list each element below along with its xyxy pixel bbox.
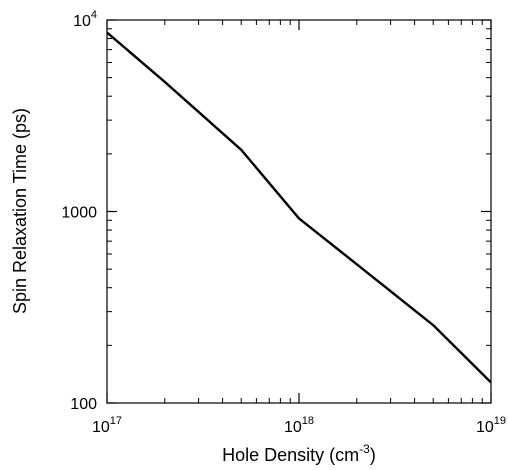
x-tick-label-base: 10 — [284, 419, 302, 436]
plot-frame — [106, 19, 492, 404]
x-axis-label-tail: ) — [370, 445, 376, 465]
y-tick-label-base: 10 — [73, 13, 91, 30]
x-tick-label-exponent: 19 — [494, 415, 506, 427]
y-tick-label-base: 100 — [70, 396, 97, 413]
x-axis-label-text: Hole Density (cm — [222, 445, 359, 465]
y-tick-label-exponent: 4 — [91, 9, 97, 21]
y-tick-label: 104 — [73, 9, 97, 30]
y-tick-label: 1000 — [61, 205, 97, 222]
x-tick-label-base: 10 — [92, 419, 110, 436]
x-tick-label-base: 10 — [476, 419, 494, 436]
x-tick-label: 1017 — [92, 415, 122, 436]
x-tick-label: 1019 — [476, 415, 506, 436]
x-axis-label-superscript: -3 — [359, 442, 370, 456]
x-axis-label: Hole Density (cm-3) — [222, 442, 376, 465]
x-tick-label-exponent: 18 — [302, 415, 314, 427]
y-tick-label: 100 — [70, 396, 97, 413]
y-axis-label: Spin Relaxation Time (ps) — [10, 108, 30, 314]
x-tick-label: 1018 — [284, 415, 314, 436]
x-tick-label-exponent: 17 — [110, 415, 122, 427]
series-layer — [106, 31, 492, 384]
y-tick-label-base: 1000 — [61, 205, 97, 222]
major-ticks — [106, 19, 492, 404]
minor-ticks — [107, 20, 491, 403]
series-line — [106, 31, 492, 384]
